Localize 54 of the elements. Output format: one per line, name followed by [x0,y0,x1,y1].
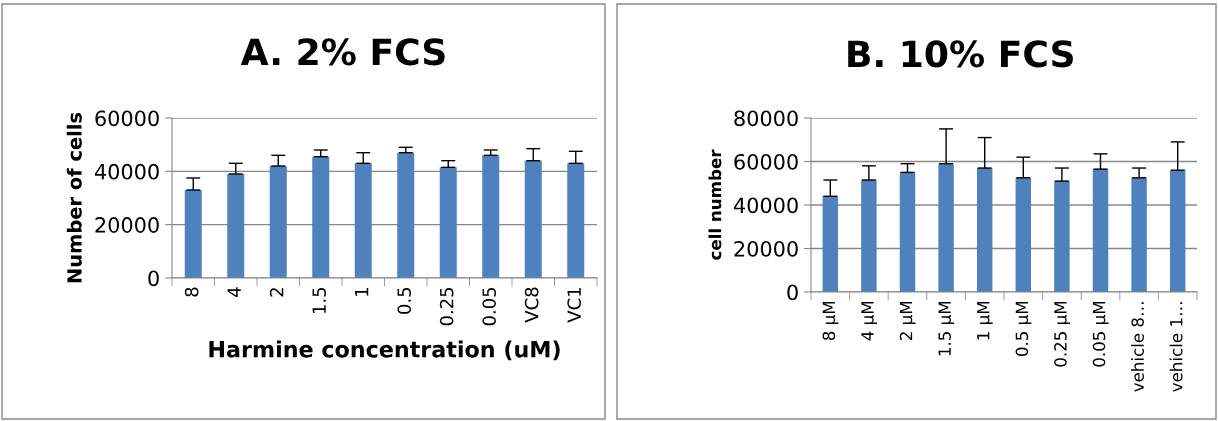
y-axis-title: cell number [708,149,722,260]
x-tick-label: 0.05 µM [1092,301,1109,367]
x-tick-label: 8 [184,287,199,297]
bar [482,155,500,278]
x-tick-label: 1 [355,288,369,296]
x-tick-label: VC1 [567,288,581,323]
bar [1092,169,1109,292]
bar [567,163,585,278]
x-axis-title: Harmine concentration (uM) [209,340,560,361]
bar [976,168,993,292]
x-tick-label: 0.5 [397,287,411,314]
bar [269,166,287,278]
x-tick-label: 1.5 [312,287,326,314]
bar [312,156,330,278]
y-axis-title: Number of cells [66,112,82,283]
bar [524,160,542,278]
x-tick-label: 4 µM [861,301,877,341]
x-tick-label: 0.25 µM [1054,301,1070,367]
y-tick-label: 0 [148,270,159,287]
chart-title: A. 2% FCS [240,38,445,66]
chart-title: B. 10% FCS [848,40,1073,68]
bar [1015,177,1032,292]
y-tick-label: 20000 [95,217,159,233]
x-tick-label: 0.05 [482,287,496,326]
y-tick-label: 40000 [94,163,159,180]
x-tick-label: 4 [227,287,241,297]
x-tick-label: vehicle 8… [1131,302,1144,392]
x-tick-label: VC8 [524,287,539,323]
x-tick-label: 0.25 [439,287,454,326]
x-tick-label: 2 [269,288,284,297]
y-tick-label: 20000 [734,240,798,257]
bar [899,172,916,292]
bar [439,167,457,278]
x-tick-label: 8 µM [822,301,839,341]
bar [397,152,415,278]
x-tick-label: 1.5 µM [938,301,955,356]
y-tick-label: 80000 [734,110,798,127]
x-tick-label: 2 µM [899,301,916,340]
x-tick-label: 0.5 µM [1015,301,1032,357]
y-tick-label: 60000 [95,110,159,127]
bar [1169,170,1186,292]
bar [861,179,877,292]
bar [822,196,839,292]
x-tick-label: vehicle 1… [1169,302,1183,392]
bar [184,190,202,278]
bar [1131,177,1147,292]
bar [354,163,372,278]
x-tick-label: 1 µM [977,301,993,340]
bar [1054,181,1070,292]
y-tick-label: 0 [787,284,798,301]
bar [227,174,245,278]
bar [938,163,954,292]
y-tick-label: 60000 [734,153,798,170]
y-tick-label: 40000 [733,197,798,214]
